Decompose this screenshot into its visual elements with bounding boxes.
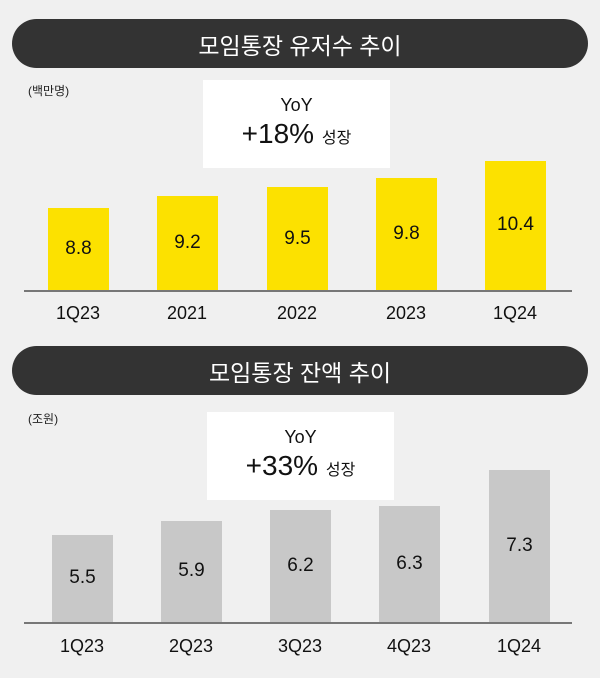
chart-title: 모임통장 잔액 추이	[12, 346, 588, 395]
yoy-value: +33%	[245, 450, 319, 481]
yoy-label: YoY	[284, 427, 317, 447]
x-tick-label: 1Q23	[55, 303, 101, 323]
bar: 9.5	[267, 187, 328, 290]
bar: 9.2	[157, 195, 218, 290]
x-tick-label: 2023	[385, 303, 427, 323]
bar: 7.3	[489, 470, 550, 622]
bar: 5.5	[52, 534, 113, 622]
bar: 8.8	[48, 207, 109, 290]
x-axis-line	[24, 290, 572, 292]
yoy-callout: YoY +33% 성장	[207, 412, 394, 500]
yoy-suffix: 성장	[321, 130, 352, 147]
x-tick-label: 1Q24	[492, 303, 538, 323]
unit-label: (조원)	[28, 412, 59, 426]
x-tick-label: 1Q24	[496, 636, 542, 656]
x-tick-label: 1Q23	[59, 636, 105, 656]
x-axis-line	[24, 622, 572, 624]
chart-title: 모임통장 유저수 추이	[12, 19, 588, 68]
bar: 10.4	[485, 160, 546, 290]
unit-label: (백만명)	[28, 84, 70, 98]
yoy-label: YoY	[280, 95, 313, 115]
x-tick-label: 2Q23	[168, 636, 214, 656]
bar: 6.3	[379, 506, 440, 622]
yoy-suffix: 성장	[325, 462, 356, 479]
yoy-growth: +18% 성장	[203, 118, 390, 150]
x-tick-label: 2021	[166, 303, 208, 323]
yoy-callout: YoY +18% 성장	[203, 80, 390, 168]
bar: 9.8	[376, 178, 437, 290]
bar: 5.9	[161, 520, 222, 622]
x-tick-label: 3Q23	[277, 636, 323, 656]
bar: 6.2	[270, 509, 331, 622]
yoy-growth: +33% 성장	[207, 450, 394, 482]
x-tick-label: 2022	[276, 303, 318, 323]
x-tick-label: 4Q23	[386, 636, 432, 656]
yoy-value: +18%	[241, 118, 315, 149]
